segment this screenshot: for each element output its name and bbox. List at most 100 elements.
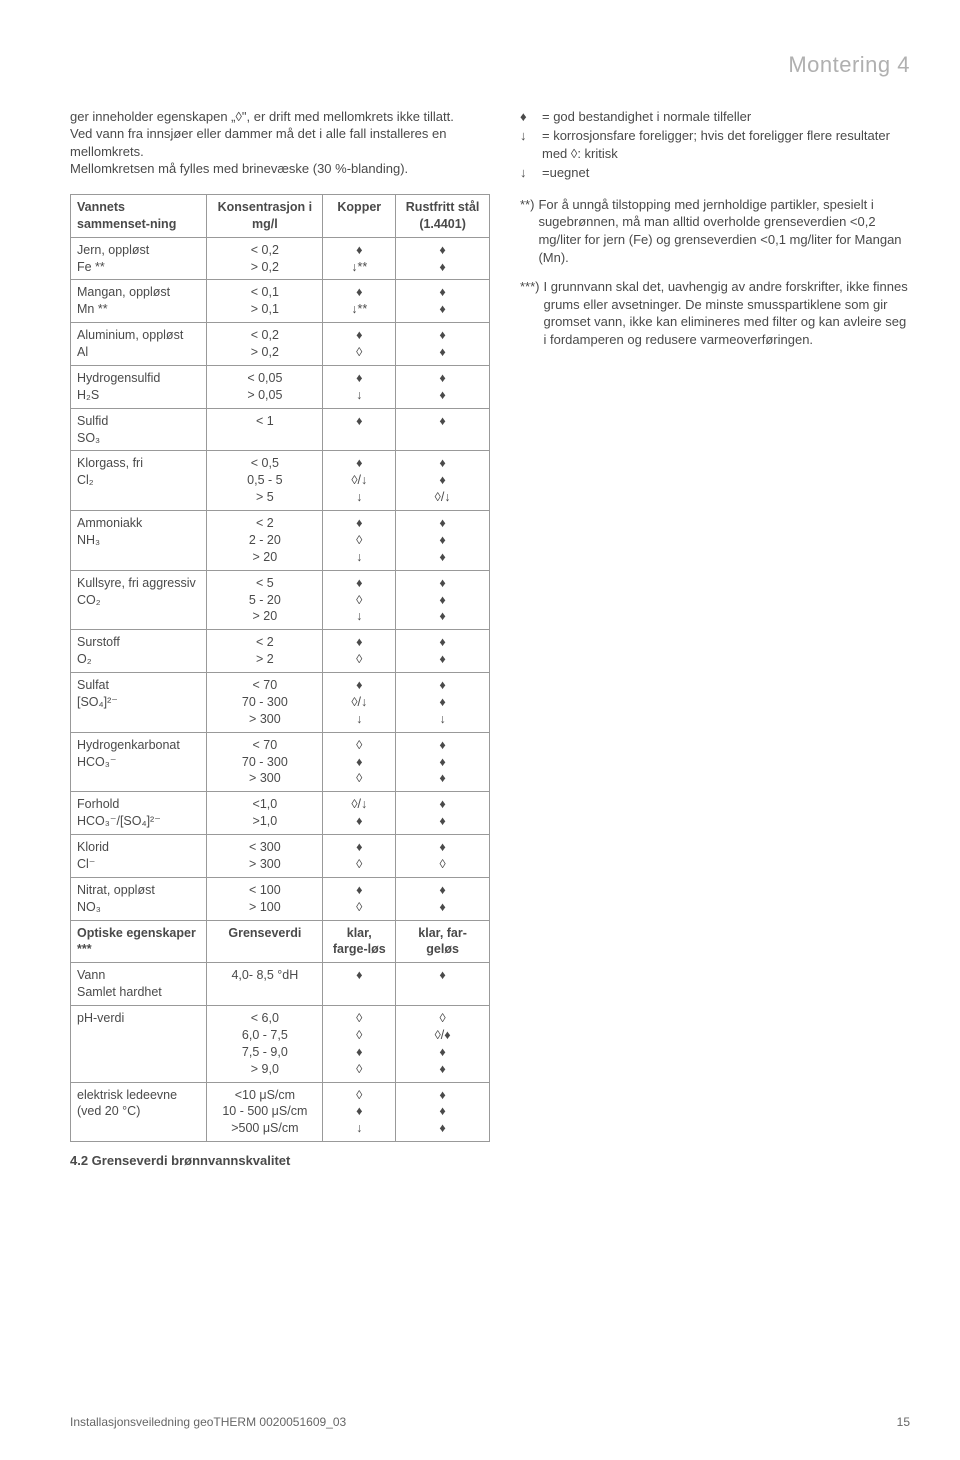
- footer-right: 15: [897, 1414, 910, 1430]
- table-cell: ♦: [323, 408, 396, 451]
- table-cell: < 7070 - 300> 300: [207, 732, 323, 792]
- table-cell: < 22 - 20> 20: [207, 511, 323, 571]
- note-marker: ***): [520, 278, 540, 348]
- table-cell: < 2> 2: [207, 630, 323, 673]
- table-cell: ♦◊: [323, 877, 396, 920]
- th-clear2: klar, far-geløs: [396, 920, 490, 963]
- legend: ♦= god bestandighet i normale tilfeller↓…: [520, 108, 910, 182]
- table-cell: ♦◊/↓↓: [323, 451, 396, 511]
- table-cell: ♦◊↓: [323, 511, 396, 571]
- table-cell: ♦: [396, 408, 490, 451]
- table-cell: KloridCl⁻: [71, 835, 207, 878]
- table-row: Mangan, oppløstMn **< 0,1> 0,1♦↓**♦♦: [71, 280, 490, 323]
- table-cell: ♦◊↓: [323, 570, 396, 630]
- table-cell: < 1: [207, 408, 323, 451]
- table-cell: ♦♦: [396, 792, 490, 835]
- page-header: Montering 4: [70, 50, 910, 80]
- legend-item: ↓=uegnet: [520, 164, 910, 182]
- table-cell: < 0,05> 0,05: [207, 365, 323, 408]
- table-cell: ♦: [323, 963, 396, 1006]
- table-cell: ♦↓**: [323, 237, 396, 280]
- table-row: Nitrat, oppløstNO₃< 100> 100♦◊♦♦: [71, 877, 490, 920]
- table-cell: Nitrat, oppløstNO₃: [71, 877, 207, 920]
- table-cell: ◊/↓♦: [323, 792, 396, 835]
- th-clear1: klar, farge-løs: [323, 920, 396, 963]
- table-cell: Kullsyre, fri aggressivCO₂: [71, 570, 207, 630]
- table-cell: SurstoffO₂: [71, 630, 207, 673]
- table-cell: ♦♦: [396, 280, 490, 323]
- table-cell: <1,0>1,0: [207, 792, 323, 835]
- th-concentration: Konsentrasjon i mg/l: [207, 194, 323, 237]
- table-cell: Jern, oppløstFe **: [71, 237, 207, 280]
- table-cell: Mangan, oppløstMn **: [71, 280, 207, 323]
- table-cell: pH-verdi: [71, 1006, 207, 1083]
- table-row: Aluminium, oppløstAl< 0,2> 0,2♦◊♦♦: [71, 323, 490, 366]
- table-cell: elektrisk ledeevne(ved 20 °C): [71, 1082, 207, 1142]
- table-row: Jern, oppløstFe **< 0,2> 0,2♦↓**♦♦: [71, 237, 490, 280]
- table-cell: ♦♦: [396, 877, 490, 920]
- table-cell: <10 μS/cm10 - 500 μS/cm>500 μS/cm: [207, 1082, 323, 1142]
- th-optical: Optiske egenskaper ***: [71, 920, 207, 963]
- footer-left: Installasjonsveiledning geoTHERM 0020051…: [70, 1414, 346, 1430]
- table-cell: ♦◊/↓↓: [323, 673, 396, 733]
- table-row: Klorgass, friCl₂< 0,50,5 - 5> 5♦◊/↓↓♦♦◊/…: [71, 451, 490, 511]
- intro-text: ger inneholder egenskapen „◊", er drift …: [70, 108, 490, 178]
- table-row: SulfidSO₃< 1♦♦: [71, 408, 490, 451]
- table-cell: ♦♦: [396, 237, 490, 280]
- table-row: AmmoniakkNH₃< 22 - 20> 20♦◊↓♦♦♦: [71, 511, 490, 571]
- note-double-star: **) For å unngå tilstopping med jernhold…: [520, 196, 910, 266]
- note-marker: **): [520, 196, 534, 266]
- table-cell: ♦♦: [396, 630, 490, 673]
- table-cell: < 55 - 20> 20: [207, 570, 323, 630]
- table-cell: ForholdHCO₃⁻/[SO₄]²⁻: [71, 792, 207, 835]
- table-cell: ◊♦↓: [323, 1082, 396, 1142]
- table-cell: < 7070 - 300> 300: [207, 673, 323, 733]
- table-cell: Klorgass, friCl₂: [71, 451, 207, 511]
- table-cell: ♦◊: [323, 323, 396, 366]
- table-cell: ◊♦◊: [323, 732, 396, 792]
- table-cell: ◊◊♦◊: [323, 1006, 396, 1083]
- table-cell: ♦♦: [396, 323, 490, 366]
- table-row: elektrisk ledeevne(ved 20 °C)<10 μS/cm10…: [71, 1082, 490, 1142]
- table-cell: < 0,2> 0,2: [207, 237, 323, 280]
- table-cell: < 100> 100: [207, 877, 323, 920]
- table-cell: < 0,1> 0,1: [207, 280, 323, 323]
- table-cell: ♦♦♦: [396, 511, 490, 571]
- table-cell: ♦↓: [323, 365, 396, 408]
- th-copper: Kopper: [323, 194, 396, 237]
- table-cell: ♦♦◊/↓: [396, 451, 490, 511]
- table-cell: ♦♦♦: [396, 732, 490, 792]
- table-cell: < 0,2> 0,2: [207, 323, 323, 366]
- table-cell: ♦◊: [323, 630, 396, 673]
- note-text: I grunnvann skal det, uavhengig av andre…: [544, 278, 910, 348]
- table-row: ForholdHCO₃⁻/[SO₄]²⁻<1,0>1,0◊/↓♦♦♦: [71, 792, 490, 835]
- table-cell: Sulfat[SO₄]²⁻: [71, 673, 207, 733]
- table-cell: ♦◊: [323, 835, 396, 878]
- table-cell: ♦◊: [396, 835, 490, 878]
- table-cell: ♦♦: [396, 365, 490, 408]
- table-cell: ♦↓**: [323, 280, 396, 323]
- th-stainless: Rustfritt stål (1.4401): [396, 194, 490, 237]
- table-cell: Aluminium, oppløstAl: [71, 323, 207, 366]
- table-row: SurstoffO₂< 2> 2♦◊♦♦: [71, 630, 490, 673]
- table-row: pH-verdi< 6,06,0 - 7,57,5 - 9,0> 9,0◊◊♦◊…: [71, 1006, 490, 1083]
- table-cell: HydrogensulfidH₂S: [71, 365, 207, 408]
- table-cell: AmmoniakkNH₃: [71, 511, 207, 571]
- note-triple-star: ***) I grunnvann skal det, uavhengig av …: [520, 278, 910, 348]
- table-row: VannSamlet hardhet4,0- 8,5 °dH♦♦: [71, 963, 490, 1006]
- table-cell: VannSamlet hardhet: [71, 963, 207, 1006]
- table-cell: ♦♦♦: [396, 570, 490, 630]
- table-cell: ◊◊/♦♦♦: [396, 1006, 490, 1083]
- table-cell: < 6,06,0 - 7,57,5 - 9,0> 9,0: [207, 1006, 323, 1083]
- table-row: KloridCl⁻< 300> 300♦◊♦◊: [71, 835, 490, 878]
- table-row: HydrogensulfidH₂S< 0,05> 0,05♦↓♦♦: [71, 365, 490, 408]
- table-row: Sulfat[SO₄]²⁻< 7070 - 300> 300♦◊/↓↓♦♦↓: [71, 673, 490, 733]
- table-row: HydrogenkarbonatHCO₃⁻< 7070 - 300> 300◊♦…: [71, 732, 490, 792]
- table-cell: HydrogenkarbonatHCO₃⁻: [71, 732, 207, 792]
- table-cell: 4,0- 8,5 °dH: [207, 963, 323, 1006]
- table-caption: 4.2 Grenseverdi brønnvannskvalitet: [70, 1152, 490, 1170]
- note-text: For å unngå tilstopping med jernholdige …: [538, 196, 910, 266]
- table-cell: ♦♦♦: [396, 1082, 490, 1142]
- legend-item: ♦= god bestandighet i normale tilfeller: [520, 108, 910, 126]
- legend-item: ↓= korrosjonsfare foreligger; hvis det f…: [520, 127, 910, 162]
